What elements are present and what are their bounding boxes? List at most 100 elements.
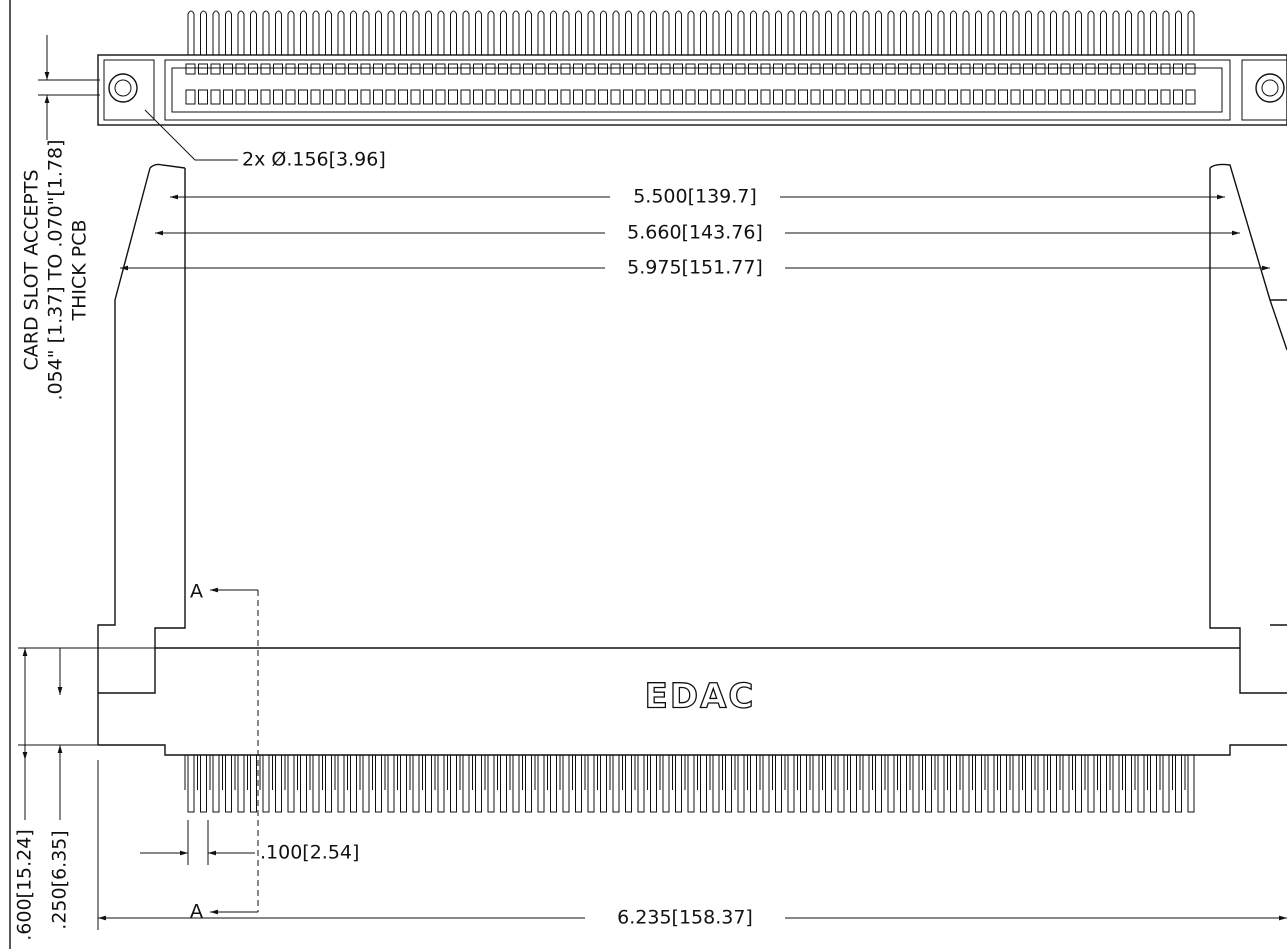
pin bbox=[860, 89, 871, 105]
pin bbox=[1010, 89, 1021, 105]
pin bbox=[960, 63, 971, 75]
pin bbox=[725, 10, 732, 55]
pin bbox=[250, 755, 257, 813]
pin bbox=[560, 63, 571, 75]
pin bbox=[385, 89, 396, 105]
pin bbox=[1035, 63, 1046, 75]
pin bbox=[1135, 63, 1146, 75]
pin bbox=[1125, 10, 1132, 55]
pin bbox=[1173, 89, 1183, 105]
pin bbox=[800, 755, 807, 813]
pin bbox=[410, 63, 421, 75]
pin bbox=[1148, 63, 1158, 75]
pin bbox=[587, 755, 595, 813]
pin bbox=[460, 89, 471, 105]
outline bbox=[9, 0, 1287, 949]
pin bbox=[1050, 755, 1057, 813]
pin bbox=[523, 89, 533, 105]
pin bbox=[312, 10, 320, 55]
pin bbox=[310, 63, 321, 75]
pin bbox=[962, 755, 970, 813]
pin bbox=[335, 63, 346, 75]
pin bbox=[287, 10, 295, 55]
pin bbox=[400, 755, 407, 813]
pin bbox=[475, 755, 482, 813]
pin bbox=[675, 755, 682, 813]
pin bbox=[235, 89, 246, 105]
pin bbox=[1010, 63, 1021, 75]
pin bbox=[560, 89, 571, 105]
pin bbox=[362, 755, 370, 813]
logo: EDAC bbox=[645, 677, 756, 717]
pin bbox=[448, 63, 458, 75]
pin bbox=[1135, 89, 1146, 105]
dimension: 5.975[151.77] bbox=[627, 257, 763, 279]
pin bbox=[810, 89, 821, 105]
pin bbox=[862, 755, 870, 813]
pin bbox=[1100, 755, 1107, 813]
pin bbox=[773, 89, 783, 105]
pin bbox=[735, 63, 746, 75]
pin bbox=[725, 755, 732, 813]
pin bbox=[373, 63, 383, 75]
pin bbox=[300, 10, 307, 55]
pin bbox=[1000, 10, 1007, 55]
section-label: A bbox=[190, 581, 203, 603]
pin bbox=[512, 755, 520, 813]
pin bbox=[287, 755, 295, 813]
pin bbox=[673, 63, 683, 75]
pin bbox=[348, 63, 358, 75]
pin bbox=[1012, 755, 1020, 813]
pin bbox=[273, 63, 283, 75]
pin bbox=[573, 89, 583, 105]
pin bbox=[660, 89, 671, 105]
pin bbox=[485, 63, 496, 75]
pin bbox=[487, 755, 495, 813]
pin bbox=[773, 63, 783, 75]
pin bbox=[385, 63, 396, 75]
pin bbox=[575, 10, 582, 55]
pin bbox=[1073, 63, 1083, 75]
pin bbox=[1110, 89, 1121, 105]
pin bbox=[325, 755, 332, 813]
pin bbox=[923, 63, 933, 75]
pin bbox=[200, 755, 207, 813]
pin bbox=[1025, 10, 1032, 55]
pin bbox=[237, 755, 245, 813]
pin bbox=[973, 89, 983, 105]
pin bbox=[600, 10, 607, 55]
pin bbox=[835, 89, 846, 105]
pin bbox=[450, 755, 457, 813]
pin bbox=[1075, 755, 1082, 813]
dimension: .100[2.54] bbox=[260, 842, 359, 864]
pin bbox=[537, 755, 545, 813]
pin bbox=[925, 10, 932, 55]
pin bbox=[537, 10, 545, 55]
pin bbox=[823, 89, 833, 105]
pin bbox=[712, 755, 720, 813]
pin bbox=[325, 10, 332, 55]
pin bbox=[435, 63, 446, 75]
pin bbox=[462, 10, 470, 55]
pin bbox=[448, 89, 458, 105]
pin bbox=[225, 755, 232, 813]
pin bbox=[1048, 63, 1058, 75]
pin bbox=[548, 89, 558, 105]
pin bbox=[373, 89, 383, 105]
pin bbox=[510, 89, 521, 105]
pin bbox=[598, 89, 608, 105]
pin bbox=[398, 63, 408, 75]
pin bbox=[375, 10, 382, 55]
pin bbox=[437, 10, 445, 55]
pin bbox=[873, 63, 883, 75]
pin bbox=[298, 63, 308, 75]
pin bbox=[200, 10, 207, 55]
pin bbox=[623, 63, 633, 75]
pin bbox=[825, 755, 832, 813]
pins bbox=[184, 10, 1196, 813]
pin bbox=[473, 63, 483, 75]
pin bbox=[848, 63, 858, 75]
note: THICK PCB bbox=[69, 219, 91, 321]
pin bbox=[675, 10, 682, 55]
pin bbox=[1060, 89, 1071, 105]
